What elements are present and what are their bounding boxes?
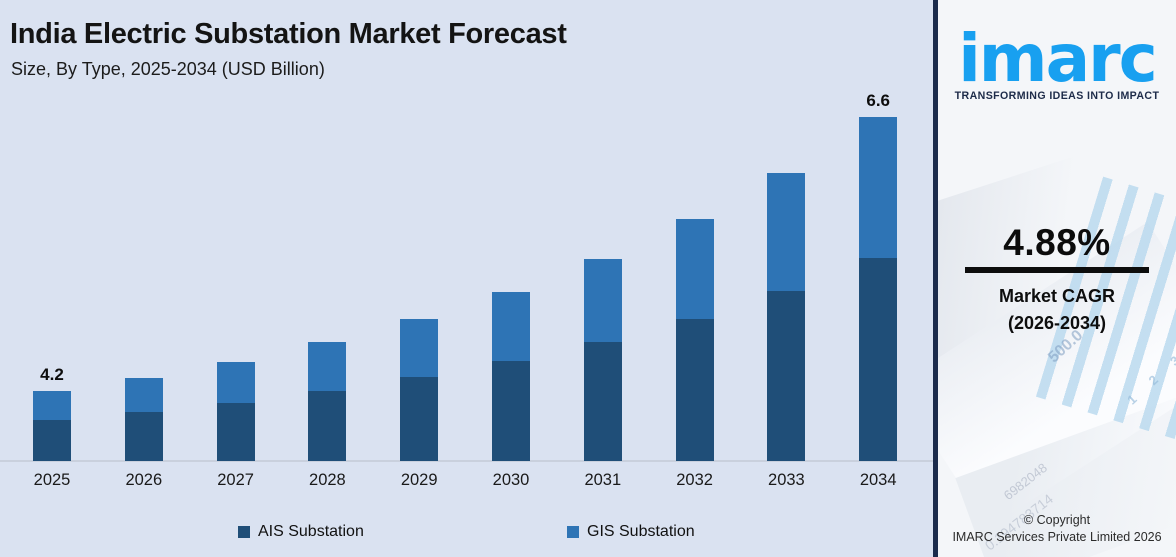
chart-title: India Electric Substation Market Forecas… [10,18,567,50]
panel-divider [933,0,938,557]
bar-ais-2026 [124,412,163,461]
x-tick-2028: 2028 [309,471,346,489]
watermark-bar-chart [1035,176,1176,444]
imarc-logo: imarc [958,20,1158,97]
plot-area: 2025 4.2 2026 2027 2028 2029 2030 2031 2032 2033 2… [0,91,933,489]
copyright: © Copyright IMARC Services Private Limit… [938,512,1176,546]
bar-ais-2028 [308,391,347,461]
x-tick-2030: 2030 [492,471,530,489]
legend-swatch [567,526,579,538]
legend-swatch [238,526,250,538]
bar-ais-2032 [675,319,714,461]
copyright-line2: IMARC Services Private Limited 2026 [952,530,1162,544]
bar-gis-2027 [216,362,255,403]
bar-ais-2033 [767,291,806,461]
x-tick-2025: 2025 [33,471,71,489]
legend-label: GIS Substation [587,523,695,540]
watermark-text: 1 2 3 4 [1124,328,1176,408]
bar-gis-2029 [400,319,439,377]
bar-gis-2033 [767,173,806,291]
bar-gis-2025 [33,391,71,420]
bar-ais-2030 [492,361,530,461]
bar-ais-2027 [216,403,255,461]
bar-ais-2025 [33,420,71,461]
cagr-period: (2026-2034) [1007,313,1107,333]
data-label-2034: 6.6 [866,91,890,110]
bar-gis-2032 [675,219,714,319]
x-tick-2026: 2026 [125,471,163,489]
chart-subtitle: Size, By Type, 2025-2034 (USD Billion) [11,59,325,79]
bar-ais-2029 [400,377,439,461]
bar-ais-2031 [583,342,622,461]
bar-gis-2031 [583,259,622,342]
bar-gis-2028 [308,342,347,391]
x-tick-2033: 2033 [768,471,805,489]
chart-panel: 2025 4.2 2026 2027 2028 2029 2030 2031 2032 2033 2… [0,18,933,541]
watermark-text: 6982048 [1000,460,1050,503]
x-tick-2032: 2032 [676,471,713,489]
bar-gis-2034 [859,117,898,258]
x-tick-2027: 2027 [217,471,254,489]
bar-gis-2030 [492,292,530,361]
x-tick-2034: 2034 [859,471,897,489]
x-axis-line [0,460,933,462]
copyright-line1: © Copyright [1023,513,1091,527]
bar-ais-2034 [859,258,898,461]
bar-gis-2026 [124,378,163,412]
legend-item-gis: GIS Substation [567,523,695,541]
legend-item-ais: AIS Substation [238,523,364,541]
cagr-underline [965,267,1149,273]
logo-tagline: TRANSFORMING IDEAS INTO IMPACT [954,90,1160,102]
x-tick-2031: 2031 [584,471,622,489]
cagr-value: 4.88% [1003,222,1111,263]
legend-label: AIS Substation [258,523,364,540]
brand-panel: 500.0 1 2 3 4 6982048 0.194783714 imarc … [938,0,1176,557]
x-tick-2029: 2029 [400,471,438,489]
data-label-2025: 4.2 [40,365,64,384]
cagr-label: Market CAGR [998,286,1116,306]
